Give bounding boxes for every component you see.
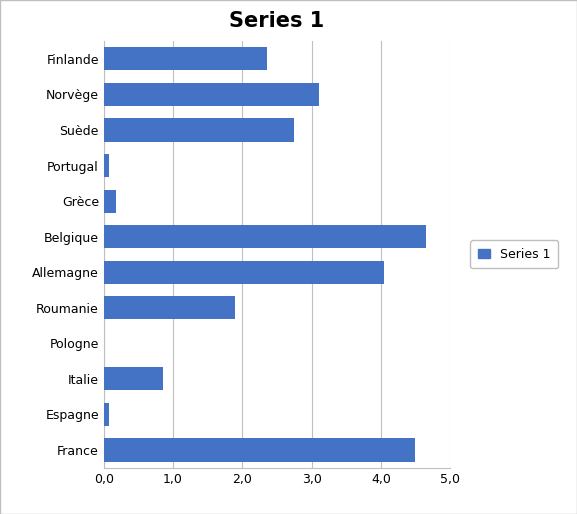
- Bar: [104, 403, 108, 426]
- Bar: [104, 190, 117, 213]
- Bar: [104, 261, 384, 284]
- Bar: [104, 83, 319, 106]
- Bar: [104, 47, 267, 70]
- Bar: [104, 368, 163, 391]
- Bar: [104, 154, 108, 177]
- Title: Series 1: Series 1: [229, 11, 325, 31]
- Bar: [104, 118, 294, 141]
- Bar: [104, 438, 415, 462]
- Bar: [104, 296, 235, 319]
- Legend: Series 1: Series 1: [470, 241, 558, 268]
- Bar: [104, 225, 426, 248]
